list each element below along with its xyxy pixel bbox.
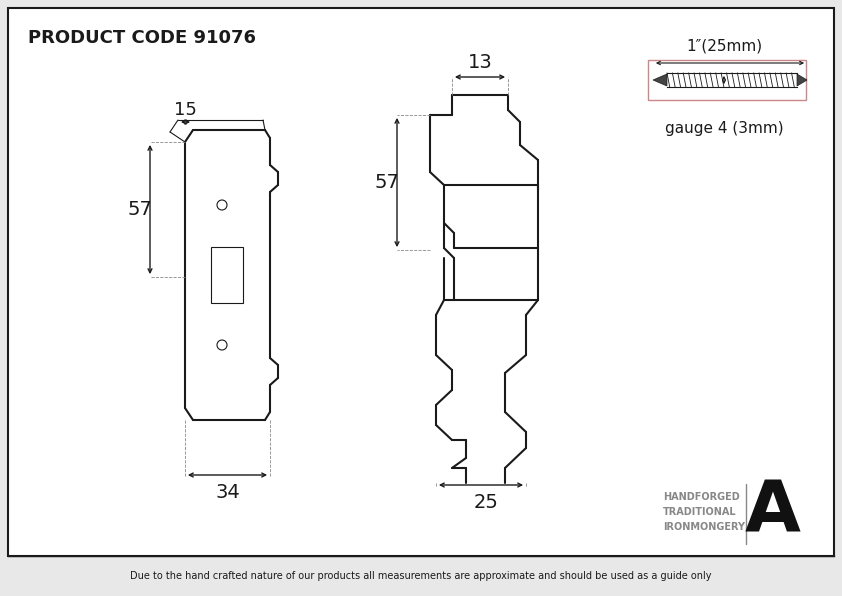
Text: 57: 57 — [127, 200, 152, 219]
Text: 25: 25 — [473, 493, 498, 513]
Polygon shape — [653, 74, 667, 86]
Text: IRONMONGERY: IRONMONGERY — [663, 522, 745, 532]
Text: 15: 15 — [173, 101, 196, 119]
Bar — [211, 247, 243, 303]
Text: gauge 4 (3mm): gauge 4 (3mm) — [664, 120, 783, 135]
Text: PRODUCT CODE 91076: PRODUCT CODE 91076 — [28, 29, 256, 47]
Text: TRADITIONAL: TRADITIONAL — [663, 507, 737, 517]
Bar — [648, 60, 806, 100]
Text: Due to the hand crafted nature of our products all measurements are approximate : Due to the hand crafted nature of our pr… — [131, 571, 711, 581]
Text: 34: 34 — [215, 483, 240, 502]
Text: 57: 57 — [375, 173, 399, 192]
Text: A: A — [745, 477, 801, 547]
Text: 1″(25mm): 1″(25mm) — [686, 39, 762, 54]
Text: 13: 13 — [467, 52, 493, 72]
Text: HANDFORGED: HANDFORGED — [663, 492, 740, 502]
Polygon shape — [797, 74, 807, 86]
